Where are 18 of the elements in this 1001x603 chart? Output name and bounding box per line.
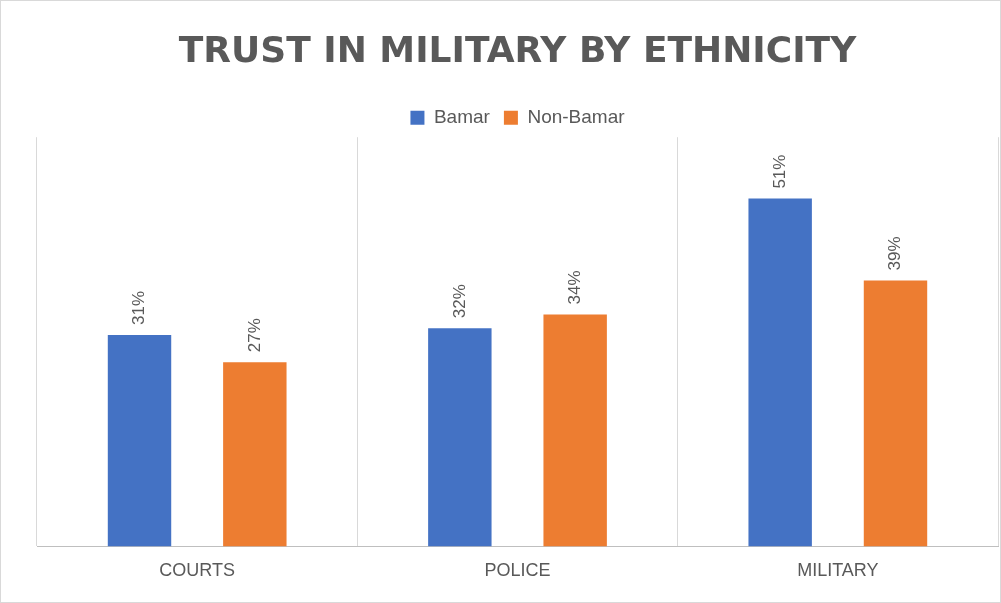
x-tick-label: COURTS (159, 560, 236, 581)
x-tick-label: POLICE (484, 560, 551, 581)
bar (107, 334, 172, 547)
chart-title: TRUST IN MILITARY BY ETHNICITY (178, 28, 858, 70)
data-label: 51% (769, 154, 789, 189)
bar (863, 280, 928, 547)
bar (543, 314, 607, 547)
data-label: 39% (885, 236, 905, 271)
data-label: 32% (449, 284, 469, 319)
bar (748, 198, 812, 547)
data-label: 31% (129, 290, 149, 325)
legend-label: Non-Bamar (527, 105, 626, 127)
legend-label: Bamar (433, 105, 491, 127)
data-label: 27% (244, 318, 264, 353)
data-label: 34% (564, 270, 584, 305)
bar (428, 328, 492, 547)
bar (223, 362, 287, 547)
x-tick-label: MILITARY (797, 560, 879, 581)
